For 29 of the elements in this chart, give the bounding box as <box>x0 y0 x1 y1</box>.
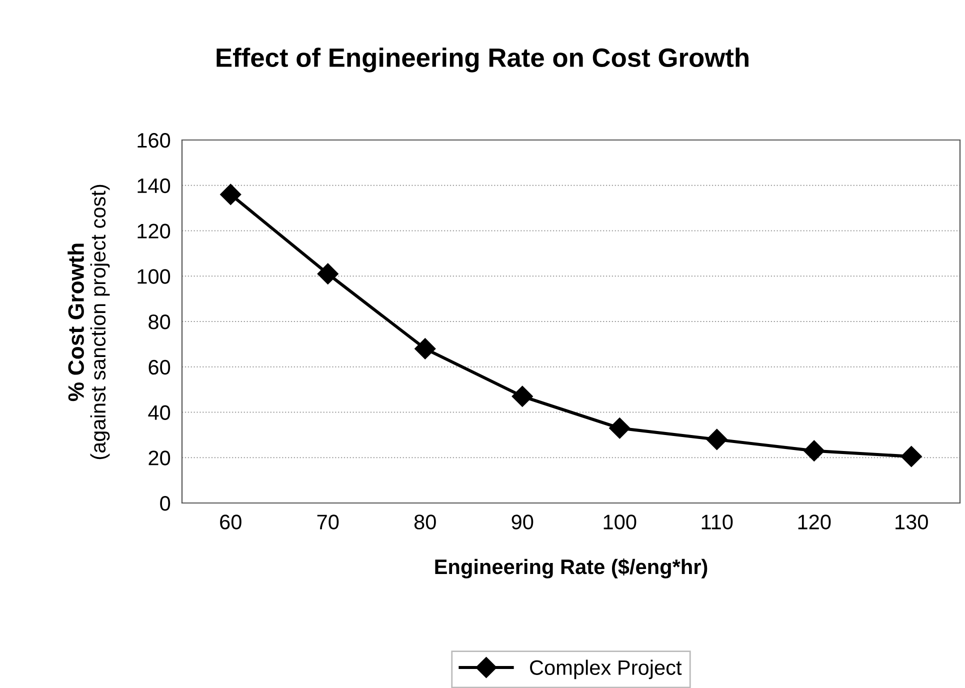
y-tick-label: 120 <box>138 224 170 239</box>
y-tick-label: 140 <box>138 178 170 194</box>
x-tick-label: 110 <box>702 514 733 530</box>
legend-label: Complex Project <box>530 660 682 680</box>
y-tick-label: 0 <box>160 496 170 511</box>
y-tick-label: 60 <box>148 360 170 375</box>
x-tick-label: 70 <box>317 514 339 530</box>
point <box>414 338 436 360</box>
y-tick-label: 160 <box>138 133 170 148</box>
point <box>706 428 728 450</box>
y-tick-label: 80 <box>148 314 170 330</box>
x-tick-label: 90 <box>512 514 534 530</box>
point <box>512 386 533 407</box>
x-tick-label: 80 <box>414 514 436 530</box>
point <box>900 446 922 468</box>
x-tick-label: 60 <box>220 514 242 530</box>
point <box>317 263 338 284</box>
y-tick-label: 100 <box>138 269 170 284</box>
y-axis-title: % Cost Growth (against sanction project cost) <box>68 184 110 460</box>
chart-title: Effect of Engineering Rate on Cost Growth <box>216 48 748 72</box>
x-axis-title: Engineering Rate ($/eng*hr) <box>435 558 708 578</box>
point <box>609 418 630 439</box>
y-tick-label: 40 <box>148 405 170 420</box>
x-tick-label: 100 <box>604 514 636 530</box>
x-tick-label: 130 <box>896 514 928 530</box>
point <box>804 440 825 462</box>
y-tick-label: 20 <box>148 450 170 466</box>
x-tick-label: 120 <box>798 514 831 530</box>
point <box>220 184 242 205</box>
